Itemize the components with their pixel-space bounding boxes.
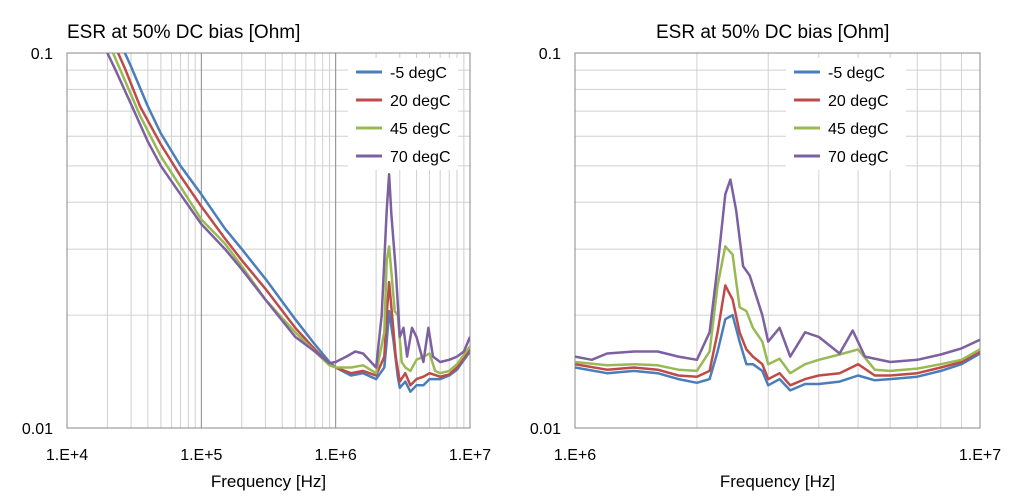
x-tick-label: 1.E+5 bbox=[180, 447, 222, 464]
x-axis-label: Frequency [Hz] bbox=[720, 472, 835, 491]
y-tick-label: 0.01 bbox=[530, 421, 561, 438]
series-line-0 bbox=[123, 53, 470, 393]
legend-label-1: 20 degC bbox=[828, 93, 889, 110]
series-line-3 bbox=[106, 53, 470, 369]
legend-label-3: 70 degC bbox=[390, 149, 451, 166]
x-tick-label: 1.E+7 bbox=[449, 447, 491, 464]
chart-title: ESR at 50% DC bias [Ohm] bbox=[67, 22, 300, 43]
legend-box bbox=[786, 58, 906, 170]
x-axis-label: Frequency [Hz] bbox=[211, 472, 326, 491]
series-line-3 bbox=[575, 178, 980, 364]
series-line-1 bbox=[575, 284, 980, 387]
y-tick-label: 0.1 bbox=[539, 46, 561, 63]
x-tick-label: 1.E+7 bbox=[959, 447, 1001, 464]
plot-frame bbox=[574, 52, 981, 429]
legend-label-2: 45 degC bbox=[828, 121, 889, 138]
left-chart: ESR at 50% DC bias [Ohm] 1.E+4 1.E+5 1.E+6 1… bbox=[22, 22, 491, 491]
series-line-0 bbox=[575, 313, 980, 392]
legend-box bbox=[348, 58, 458, 170]
x-tick-label: 1.E+6 bbox=[315, 447, 357, 464]
y-tick-label: 0.01 bbox=[22, 421, 53, 438]
right-chart: ESR at 50% DC bias [Ohm] 1.E+6 1.E+7 0.01 0.… bbox=[530, 22, 1001, 491]
legend-label-3: 70 degC bbox=[828, 149, 889, 166]
legend-label-1: 20 degC bbox=[390, 93, 451, 110]
y-tick-label: 0.1 bbox=[31, 46, 53, 63]
plot-frame bbox=[66, 52, 471, 429]
series-line-2 bbox=[111, 53, 470, 375]
series-line-1 bbox=[116, 53, 470, 387]
legend-label-2: 45 degC bbox=[390, 121, 451, 138]
series-line-2 bbox=[575, 245, 980, 375]
legend-label-0: -5 degC bbox=[390, 65, 447, 82]
x-tick-label: 1.E+6 bbox=[554, 447, 596, 464]
x-tick-label: 1.E+4 bbox=[46, 447, 88, 464]
chart-title: ESR at 50% DC bias [Ohm] bbox=[656, 22, 889, 43]
legend-label-0: -5 degC bbox=[828, 65, 885, 82]
